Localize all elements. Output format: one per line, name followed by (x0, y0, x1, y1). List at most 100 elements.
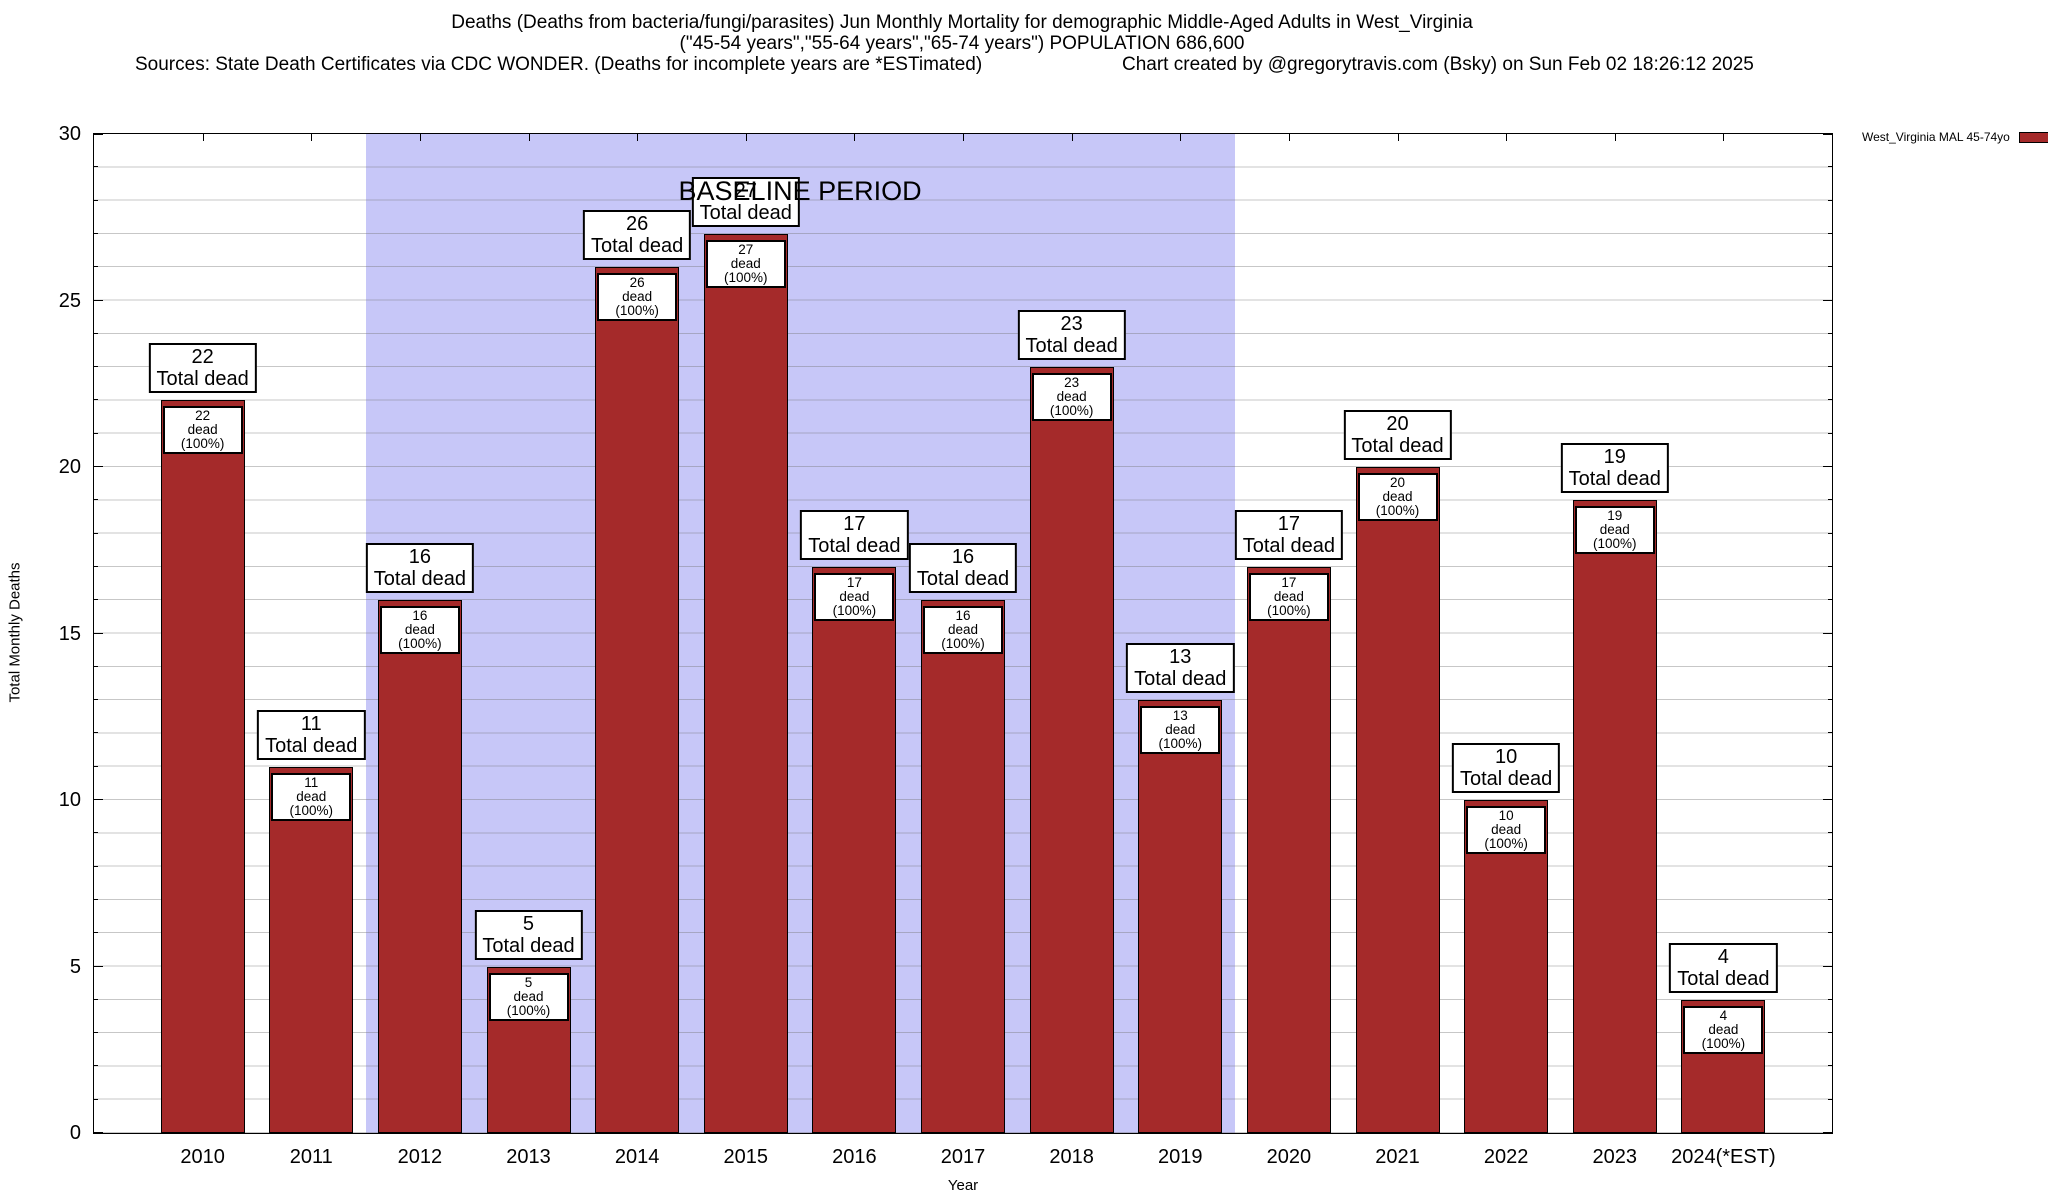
bar-inner-value: 16 (955, 608, 971, 624)
y-tick (94, 1065, 98, 1067)
bar-inner-suffix: dead (100%) (1701, 1021, 1746, 1051)
bar-2011: 11 dead (100%) (269, 766, 354, 1133)
bar-slot-2014: 26 dead (100%) 26 Total dead 2014 (582, 134, 692, 1168)
bar-2010: 22 dead (100%) (160, 400, 245, 1133)
y-tick (94, 965, 103, 967)
y-tick (94, 266, 98, 268)
x-tick-label-2019: 2019 (1158, 1146, 1203, 1168)
x-tick (963, 134, 964, 141)
bar-total-value: 23 (1060, 313, 1083, 336)
y-tick (94, 565, 98, 567)
bar-inner-suffix: dead (100%) (1158, 722, 1203, 752)
bar-slot-2017: 16 dead (100%) 16 Total dead 2017 (908, 134, 1018, 1168)
bar-2016: 17 dead (100%) (812, 566, 897, 1133)
y-tick (1828, 998, 1832, 1000)
y-tick (94, 599, 98, 601)
bar-inner-value: 4 (1719, 1007, 1728, 1023)
bar-total-value: 16 (408, 546, 431, 569)
bar-inner-suffix: dead (100%) (1267, 588, 1311, 618)
y-tick (1823, 965, 1832, 967)
bar-total-value: 26 (625, 213, 649, 236)
bar-inner-suffix: dead (100%) (1049, 389, 1094, 419)
bar-total-label: 20 Total dead (1343, 410, 1452, 460)
bar-total-value: 13 (1169, 646, 1192, 669)
y-tick (1828, 432, 1832, 434)
y-tick (94, 1132, 103, 1133)
y-tick (1828, 266, 1832, 268)
x-tick-label-2023: 2023 (1592, 1146, 1638, 1168)
x-tick (1071, 134, 1073, 141)
bar-inner-suffix: dead (100%) (289, 788, 334, 818)
bar-inner-label: 17 dead (100%) (1248, 572, 1329, 621)
y-tick (1823, 632, 1832, 634)
x-axis-title: Year (947, 1177, 979, 1194)
bar-slot-2019: 13 dead (100%) 13 Total dead 2019 (1126, 134, 1235, 1168)
bar-inner-label: 4 dead (100%) (1683, 1005, 1764, 1054)
y-tick (94, 399, 98, 401)
bar-slot-2023: 19 dead (100%) 19 Total dead 2023 (1560, 134, 1669, 1168)
y-tick (94, 699, 98, 701)
y-tick (1828, 565, 1832, 567)
bar-inner-value: 22 (195, 408, 211, 424)
bar-inner-label: 16 dead (100%) (923, 606, 1003, 655)
x-tick (1180, 134, 1182, 141)
y-tick (94, 1032, 98, 1034)
y-tick (1828, 399, 1832, 401)
y-tick (94, 366, 98, 368)
y-tick-label: 30 (58, 123, 81, 145)
bar-total-suffix: Total dead (1459, 768, 1553, 790)
y-tick-label: 15 (58, 622, 81, 645)
bar-total-label: 16 Total dead (908, 543, 1018, 594)
bar-total-suffix: Total dead (1025, 335, 1118, 358)
y-tick (94, 1098, 98, 1100)
y-tick-label: 25 (58, 289, 81, 312)
x-tick (202, 134, 204, 141)
x-tick-label-2018: 2018 (1049, 1146, 1094, 1168)
y-tick (1828, 665, 1832, 667)
y-tick (94, 332, 98, 334)
baseline-period-label: BASELINE PERIOD (678, 176, 922, 206)
y-tick (1823, 466, 1832, 467)
y-tick (94, 499, 98, 501)
y-tick (1828, 366, 1832, 368)
y-tick (1828, 499, 1832, 501)
bar-slot-2010: 22 dead (100%) 22 Total dead 2010 (148, 134, 257, 1168)
y-tick (1828, 599, 1832, 601)
y-tick (1823, 134, 1832, 135)
bar-inner-value: 10 (1498, 808, 1514, 823)
bar-total-suffix: Total dead (156, 368, 249, 391)
y-tick (94, 898, 98, 900)
bar-slot-2012: 16 dead (100%) 16 Total dead 2012 (365, 134, 475, 1168)
bar-total-value: 5 (522, 912, 535, 935)
bar-inner-label: 11 dead (100%) (271, 772, 352, 821)
bar-inner-label: 13 dead (100%) (1140, 706, 1221, 755)
y-tick (94, 532, 98, 534)
x-tick (1723, 134, 1725, 141)
x-tick (1506, 134, 1508, 141)
bar-total-suffix: Total dead (265, 734, 358, 757)
bar-total-suffix: Total dead (1351, 435, 1444, 457)
bar-total-value: 11 (300, 712, 322, 735)
bar-inner-label: 23 dead (100%) (1031, 373, 1112, 422)
bar-total-value: 4 (1717, 945, 1729, 968)
bar-inner-value: 23 (1064, 375, 1080, 391)
y-tick (1828, 932, 1832, 934)
y-tick (94, 432, 98, 434)
page-subtitle: ("45-54 years","55-64 years","65-74 year… (679, 33, 1245, 54)
bar-inner-label: 27 dead (100%) (705, 239, 786, 288)
x-tick-label-2015: 2015 (723, 1146, 769, 1168)
x-tick-label-2014: 2014 (614, 1146, 660, 1168)
x-tick-label-2020: 2020 (1266, 1146, 1312, 1168)
bar-total-value: 17 (843, 512, 866, 535)
bar-inner-label: 16 dead (100%) (379, 606, 460, 655)
bar-inner-value: 13 (1172, 708, 1188, 724)
x-tick-label-2017: 2017 (940, 1146, 986, 1168)
y-tick (1828, 199, 1832, 201)
bar-total-suffix: Total dead (373, 568, 467, 591)
y-tick (1828, 865, 1832, 867)
y-tick (94, 199, 98, 201)
bar-inner-suffix: dead (100%) (615, 289, 659, 319)
bar-total-label: 19 Total dead (1560, 443, 1669, 494)
y-tick (1823, 799, 1832, 800)
bar-slot-2022: 10 dead (100%) 10 Total dead 2022 (1451, 134, 1561, 1168)
